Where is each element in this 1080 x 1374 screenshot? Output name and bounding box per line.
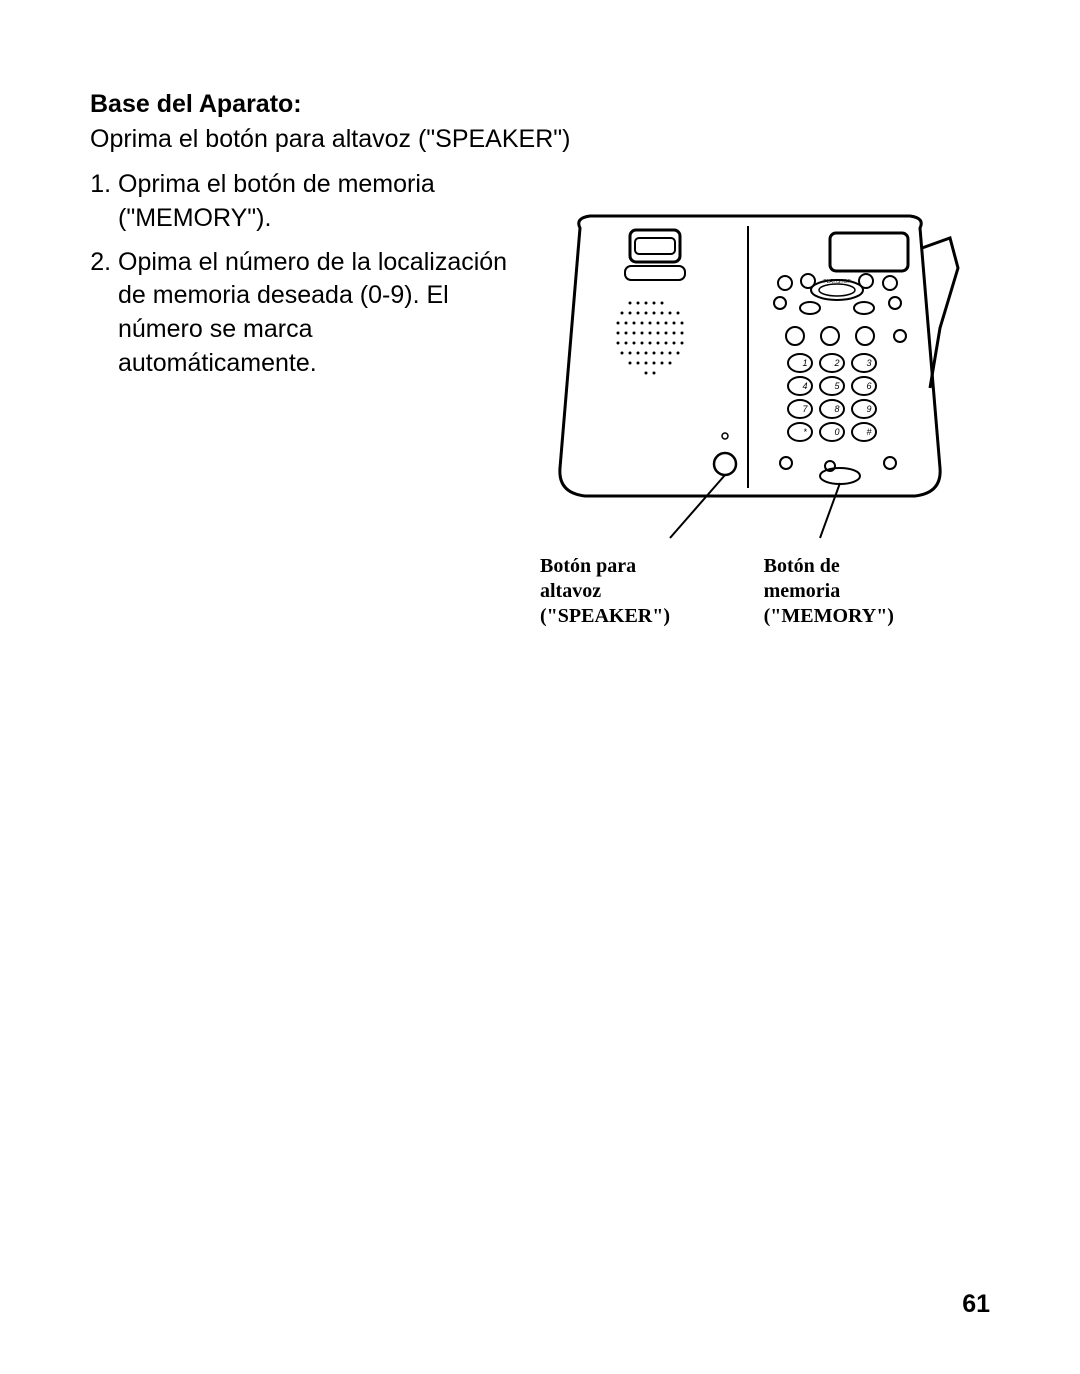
section-heading: Base del Aparato: [90,90,990,119]
svg-text:9: 9 [866,404,871,414]
caption-text: Botón de [764,555,840,577]
svg-text:5: 5 [834,381,840,391]
svg-text:4: 4 [802,381,807,391]
device-figure: PLAY/STOP 1 2 3 4 [530,208,970,629]
list-item: Oprima el botón de memoria ("MEMORY"). [118,168,510,236]
list-item: Opima el número de la localización de me… [118,246,510,381]
svg-text:PLAY/STOP: PLAY/STOP [823,279,851,285]
caption-speaker: Botón para altavoz ("SPEAKER") [530,554,764,629]
svg-text:*: * [803,427,807,437]
caption-text: altavoz [540,580,601,602]
svg-text:8: 8 [834,404,839,414]
caption-text: Botón para [540,555,636,577]
svg-text:0: 0 [834,427,839,437]
manual-page: Base del Aparato: Oprima el botón para a… [0,0,1080,1374]
svg-text:2: 2 [833,358,839,368]
phone-base-illustration: PLAY/STOP 1 2 3 4 [530,208,970,548]
intro-line: Oprima el botón para altavoz ("SPEAKER") [90,125,990,154]
caption-text: ("SPEAKER") [540,605,670,627]
instruction-list: Oprima el botón de memoria ("MEMORY"). O… [90,168,510,381]
svg-text:3: 3 [866,358,871,368]
caption-memory: Botón de memoria ("MEMORY") [764,554,970,629]
svg-text:1: 1 [802,358,807,368]
svg-text:#: # [866,427,872,437]
text-column: Oprima el botón de memoria ("MEMORY"). O… [90,168,510,391]
caption-text: memoria [764,580,841,602]
caption-text: ("MEMORY") [764,605,894,627]
figure-column: PLAY/STOP 1 2 3 4 [510,168,990,629]
page-number: 61 [962,1290,990,1319]
svg-text:6: 6 [866,381,871,391]
figure-captions: Botón para altavoz ("SPEAKER") Botón de … [530,554,970,629]
content-row: Oprima el botón de memoria ("MEMORY"). O… [90,168,990,629]
svg-text:7: 7 [802,404,808,414]
